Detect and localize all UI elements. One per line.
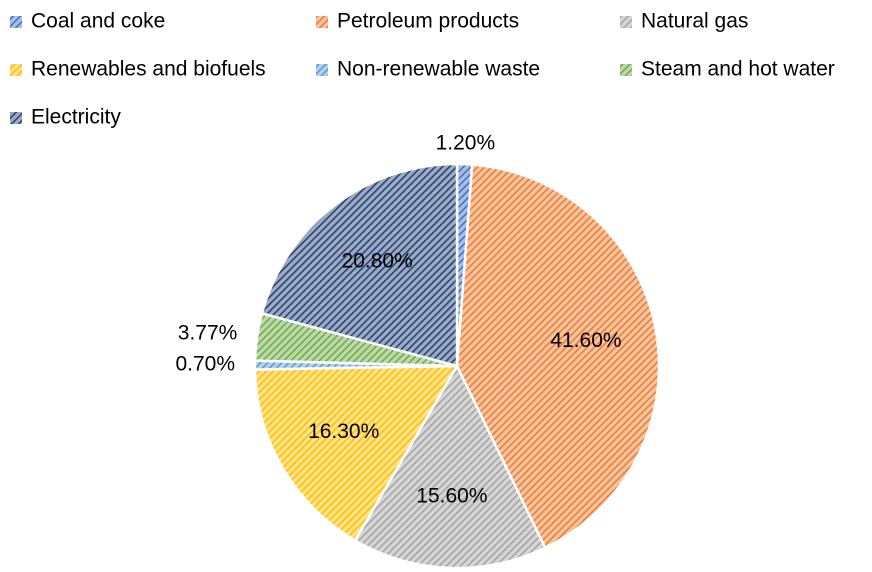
legend-swatch — [10, 112, 22, 124]
data-label: 3.77% — [178, 321, 238, 344]
data-label: 15.60% — [416, 485, 487, 508]
legend-swatch — [316, 16, 328, 28]
legend-label: Renewables and biofuels — [31, 58, 266, 81]
pie-slice — [455, 163, 661, 550]
legend-swatch — [620, 16, 632, 28]
legend-swatch — [316, 64, 328, 76]
pie-slice — [260, 162, 459, 368]
data-label: 0.70% — [175, 353, 235, 376]
legend-swatch — [10, 64, 22, 76]
legend-swatch — [620, 64, 632, 76]
legend-label: Non-renewable waste — [337, 58, 540, 81]
legend-label: Petroleum products — [337, 10, 519, 33]
data-label: 16.30% — [308, 420, 379, 443]
legend-swatch — [10, 16, 22, 28]
data-label: 1.20% — [436, 132, 496, 155]
legend-label: Electricity — [31, 106, 121, 129]
data-label: 20.80% — [342, 249, 413, 272]
legend-label: Coal and coke — [31, 10, 165, 33]
legend-label: Natural gas — [641, 10, 748, 33]
data-label: 41.60% — [550, 329, 621, 352]
legend-label: Steam and hot water — [641, 58, 835, 81]
pie-slice — [253, 364, 460, 543]
